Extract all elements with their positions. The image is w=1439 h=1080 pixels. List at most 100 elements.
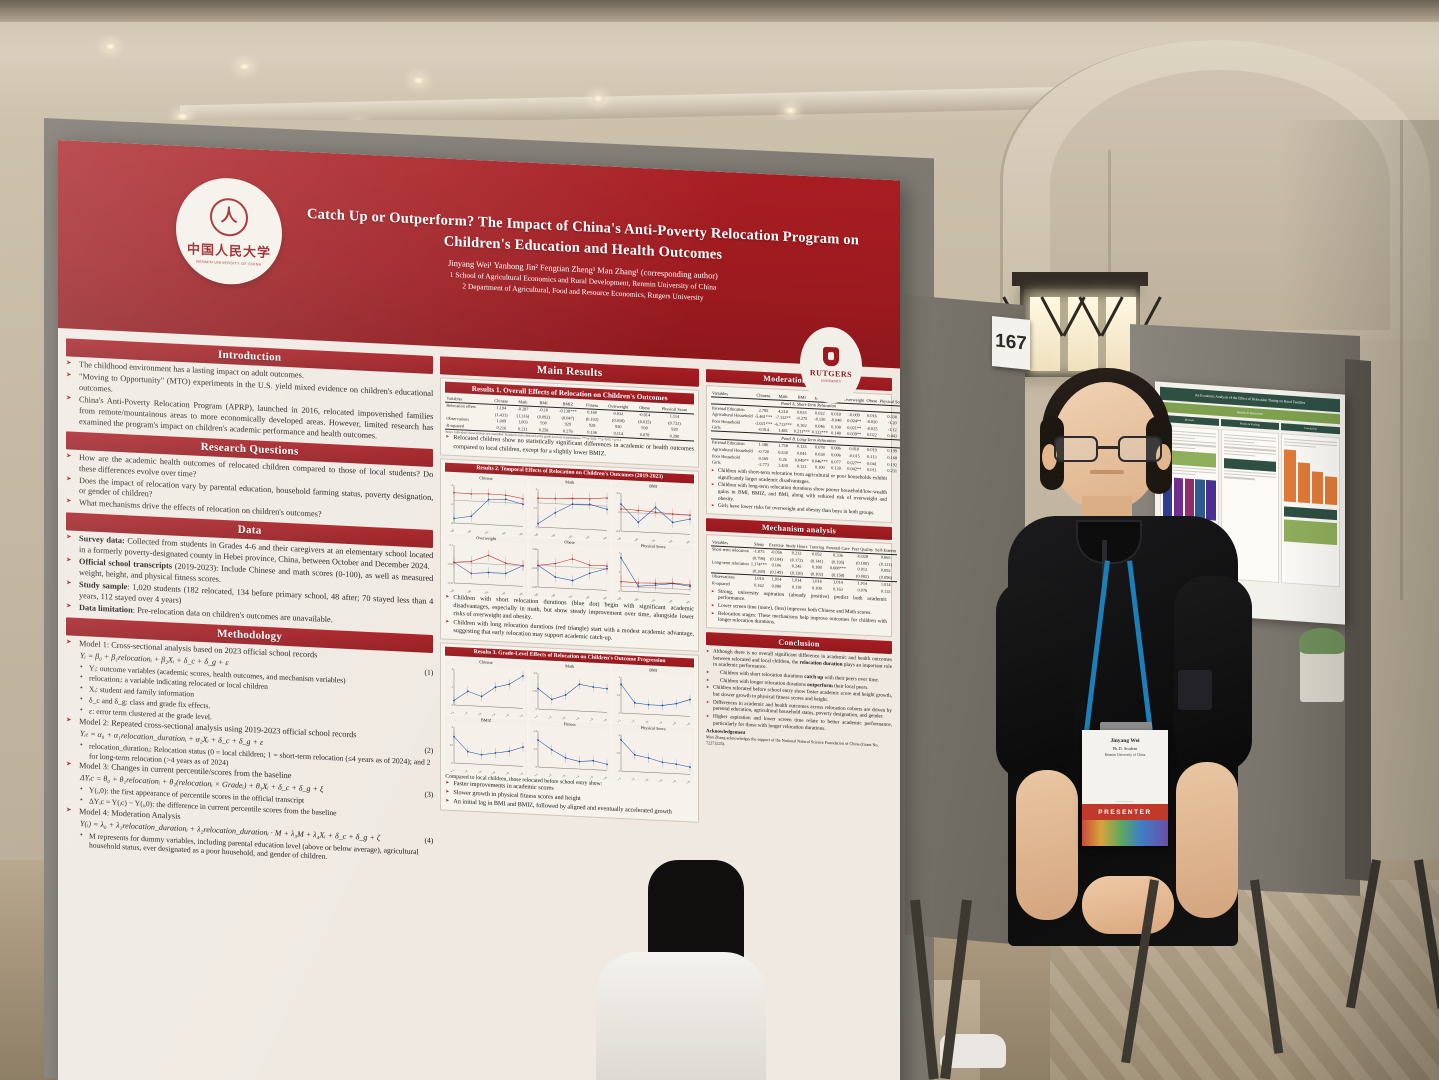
renmin-seal-icon: 人 — [210, 196, 248, 237]
svg-text:Grade 4: Grade 4 — [654, 720, 664, 726]
poster-title-block: Catch Up or Outperform? The Impact of Ch… — [303, 204, 863, 312]
badge-signature-line: ————— — [1116, 799, 1134, 803]
svg-text:Grade 1: Grade 1 — [529, 714, 539, 722]
result-2-chart-grid: Chinese 2019 2020 2021 2022 2023 -6 -1 4 Math 2019… — [445, 473, 694, 544]
svg-text:Grade 1: Grade 1 — [613, 718, 623, 726]
svg-text:-1: -1 — [451, 502, 454, 505]
svg-text:Grade 4: Grade 4 — [487, 712, 497, 718]
presenter-ribbon: PRESENTER — [1082, 804, 1168, 820]
table-cell: 0.258 — [533, 426, 554, 435]
badge-identity: Jinyang Wei Ph.D. Student Renmin Univers… — [1082, 730, 1168, 798]
svg-text:2021: 2021 — [566, 533, 573, 539]
table-cell: 0.135 — [880, 588, 891, 594]
svg-text:2019: 2019 — [448, 588, 455, 595]
svg-text:Grade 6: Grade 6 — [598, 717, 608, 721]
svg-text:2021: 2021 — [650, 537, 657, 543]
table-cell: 0.163 — [833, 586, 843, 592]
svg-text:0: 0 — [452, 762, 454, 765]
svg-text:0: 0 — [619, 712, 621, 715]
plant-icon — [1299, 628, 1345, 654]
mechanism-table-body: Short-term relocation -1.075 -0.056 0.213 0.… — [711, 545, 898, 595]
shirt-collar — [1076, 520, 1142, 564]
model-3-number: (3) — [424, 789, 434, 800]
svg-text:Grade 5: Grade 5 — [501, 712, 511, 717]
table-cell: 0.156 — [581, 428, 603, 437]
svg-text:Grade 3: Grade 3 — [473, 769, 483, 775]
svg-text:Grade 1: Grade 1 — [446, 710, 456, 718]
mechanism-panel: Variables Sleep Exercise Study Hours Tut… — [706, 534, 898, 638]
svg-text:2023: 2023 — [684, 599, 691, 603]
svg-text:2021: 2021 — [650, 597, 657, 603]
svg-text:Grade 1: Grade 1 — [613, 776, 623, 784]
svg-text:1.75: 1.75 — [532, 690, 537, 693]
table-cell: 0.128 — [831, 465, 841, 471]
downlight — [238, 62, 251, 71]
svg-text:2020: 2020 — [465, 528, 472, 535]
wall-seam — [1400, 120, 1403, 600]
svg-text:Grade 3: Grade 3 — [557, 773, 567, 779]
svg-text:-6: -6 — [451, 521, 454, 524]
glasses-icon — [1054, 436, 1162, 462]
table-cell: 0.078 — [634, 430, 655, 439]
moderation-panel: Variables Chinese Math BMI BMIZ Fitness … — [706, 385, 900, 524]
table-cell: 3.439 — [778, 462, 788, 469]
moderation-table: Variables Chinese Math BMI BMIZ Fitness … — [711, 389, 900, 474]
svg-text:Grade 4: Grade 4 — [571, 774, 581, 780]
chart-panel: Chinese 2019 2020 2021 2022 2023 -6 -1 4 — [445, 473, 527, 536]
table-cell: 0.076 — [857, 587, 868, 593]
table-cell: 0.016 — [867, 412, 877, 419]
svg-text:2022: 2022 — [667, 598, 674, 603]
table-cell: 0.100 — [814, 464, 825, 470]
waste-bin — [1300, 648, 1344, 702]
svg-text:-1: -1 — [618, 589, 621, 592]
svg-text:2021: 2021 — [483, 529, 490, 535]
svg-text:0: 0 — [536, 708, 538, 711]
svg-text:2023: 2023 — [684, 539, 691, 543]
svg-text:2022: 2022 — [500, 590, 507, 595]
ceiling-band — [0, 0, 1439, 22]
svg-text:3.5: 3.5 — [534, 672, 538, 675]
poster-number-sign: 167 — [992, 316, 1030, 370]
conference-badge: Jinyang Wei Ph.D. Student Renmin Univers… — [1082, 730, 1168, 846]
svg-text:1.5: 1.5 — [450, 744, 454, 747]
result-3-panel: Results 3. Grade-Level Effects of Reloca… — [440, 642, 699, 823]
ear-right — [1156, 444, 1171, 470]
ear-left — [1042, 444, 1057, 470]
svg-text:2019: 2019 — [532, 592, 539, 599]
svg-text:7: 7 — [619, 552, 621, 555]
svg-text:Grade 4: Grade 4 — [654, 778, 664, 784]
svg-text:Grade 6: Grade 6 — [598, 775, 608, 779]
poster-body: Introduction The childhood environment h… — [58, 328, 900, 1080]
svg-text:2023: 2023 — [517, 591, 524, 595]
chart-panel: Obese 2019 2020 2021 2022 2023 -0.08 -0.01 0.06 — [528, 537, 611, 600]
presenter-person: Jinyang Wei Ph.D. Student Renmin Univers… — [990, 368, 1290, 1080]
row-label: Girls — [712, 459, 721, 465]
result-2-panel: Results 2. Temporal Effects of Relocatio… — [440, 457, 699, 652]
svg-text:2023: 2023 — [601, 535, 608, 539]
chart-panel: Overweight 2019 2020 2021 2022 2023 -0.12 -0.01… — [445, 533, 527, 596]
svg-text:2022: 2022 — [583, 594, 590, 599]
svg-text:2021: 2021 — [566, 593, 573, 599]
model-1-number: (1) — [424, 667, 434, 677]
downlight — [176, 112, 189, 121]
table-cell: -0.025 — [866, 425, 878, 432]
chart-panel: Math 2019 2020 2021 2022 2023 -7 -1.5 4 — [528, 477, 611, 540]
svg-text:Grade 2: Grade 2 — [626, 719, 636, 726]
svg-text:0.6: 0.6 — [617, 491, 621, 494]
sconce-canopy — [1012, 272, 1148, 286]
svg-text:0: 0 — [619, 511, 621, 514]
svg-text:2020: 2020 — [549, 592, 556, 599]
background-person-torso — [648, 860, 744, 970]
row-label: R-squared — [712, 580, 730, 587]
background-person-legs — [596, 952, 766, 1080]
svg-text:4: 4 — [452, 668, 454, 671]
svg-text:2023: 2023 — [517, 531, 524, 535]
forearm-left — [1016, 770, 1078, 920]
